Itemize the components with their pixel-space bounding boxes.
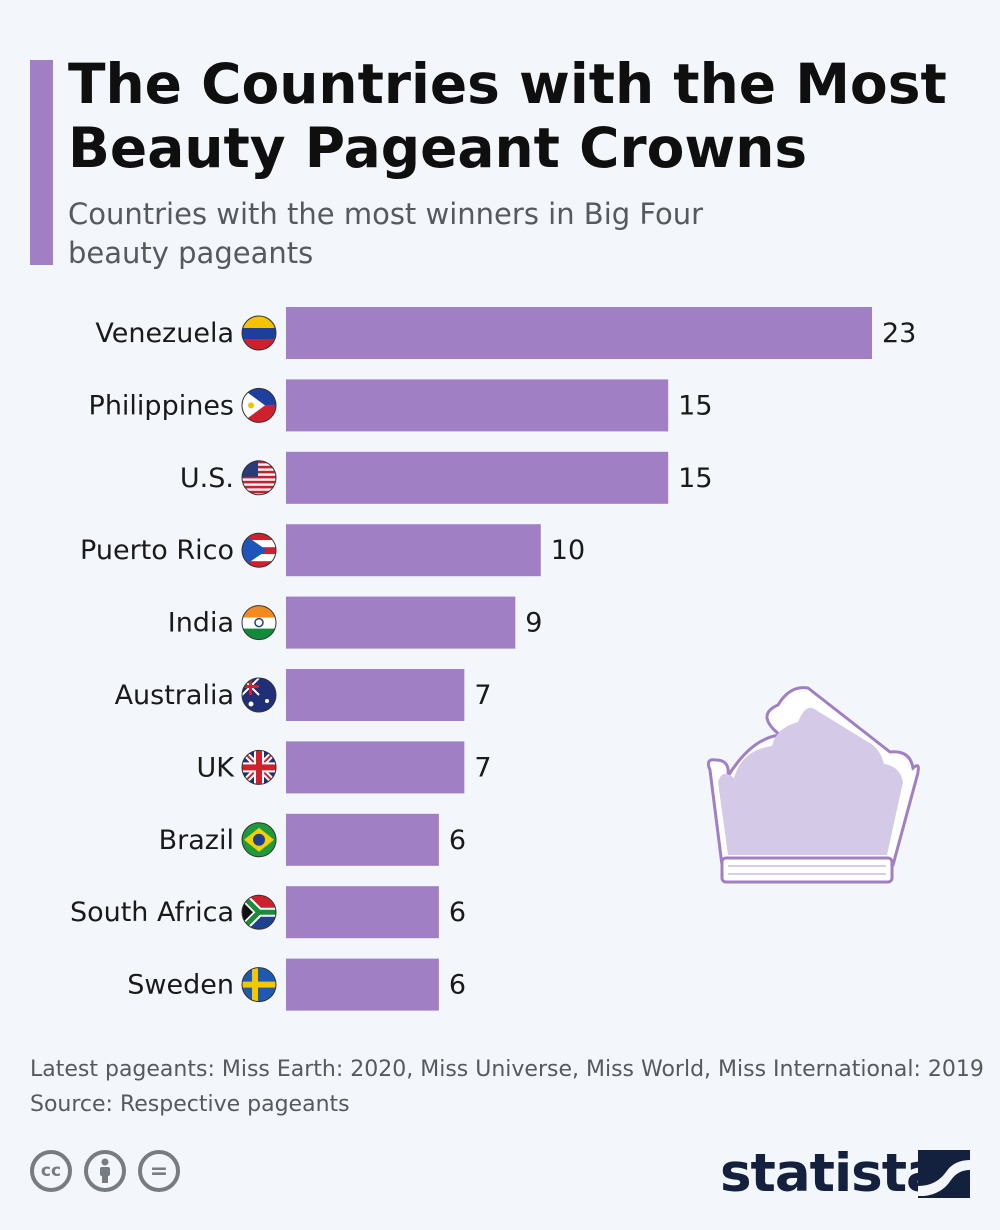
value-label: 9 [525, 608, 542, 639]
value-label: 6 [449, 825, 466, 856]
bar[interactable] [286, 958, 439, 1011]
bar[interactable] [286, 596, 516, 649]
cc-icon[interactable]: cc [30, 1150, 72, 1192]
category-label: Sweden [127, 970, 234, 1001]
source-note: Source: Respective pageants [30, 1092, 350, 1117]
puerto-rico-flag-icon [241, 532, 277, 568]
philippines-flag-icon [241, 387, 277, 423]
india-flag-icon [241, 605, 277, 641]
chart-subtitle: Countries with the most winners in Big F… [68, 197, 704, 270]
nd-icon[interactable]: = [138, 1150, 180, 1192]
bar[interactable] [286, 524, 541, 577]
bar[interactable] [286, 669, 465, 721]
australia-flag-icon [241, 677, 277, 713]
category-label: Brazil [159, 825, 234, 856]
value-label: 6 [449, 897, 466, 928]
category-label: Venezuela [95, 318, 234, 349]
value-label: 10 [551, 535, 585, 566]
category-label: UK [197, 752, 236, 783]
pageant-note: Latest pageants: Miss Earth: 2020, Miss … [30, 1057, 984, 1082]
brazil-flag-icon [241, 822, 277, 858]
category-label: U.S. [180, 463, 234, 494]
bar[interactable] [286, 307, 872, 359]
statista-logo-icon [918, 1150, 970, 1198]
category-label: South Africa [70, 897, 234, 928]
chart-title: The Countries with the Most Beauty Pagea… [68, 52, 947, 180]
value-label: 7 [474, 752, 491, 783]
category-label: Puerto Rico [80, 535, 234, 566]
license-icons: cc = [30, 1150, 180, 1192]
uk-flag-icon [241, 749, 277, 785]
by-icon[interactable] [84, 1150, 126, 1192]
accent-bar [30, 60, 53, 265]
bar[interactable] [286, 886, 439, 939]
south-africa-flag-icon [241, 894, 277, 930]
venezuela-flag-icon [241, 315, 277, 351]
sweden-flag-icon [241, 967, 277, 1003]
value-label: 15 [678, 463, 712, 494]
category-label: Philippines [89, 390, 234, 421]
value-label: 6 [449, 970, 466, 1001]
us-flag-icon [241, 460, 277, 496]
crown-icon [707, 686, 920, 884]
value-label: 7 [474, 680, 491, 711]
bar[interactable] [286, 741, 465, 794]
bar[interactable] [286, 813, 439, 866]
category-label: Australia [115, 680, 234, 711]
value-label: 23 [882, 318, 916, 349]
bar[interactable] [286, 379, 669, 432]
value-label: 15 [678, 390, 712, 421]
bar[interactable] [286, 451, 669, 504]
category-label: India [168, 608, 234, 639]
statista-logo-text[interactable]: statista [720, 1143, 942, 1204]
bar-chart: Venezuela 23 Philippines 15 U.S. 15 Puerto Ric… [70, 307, 920, 1011]
